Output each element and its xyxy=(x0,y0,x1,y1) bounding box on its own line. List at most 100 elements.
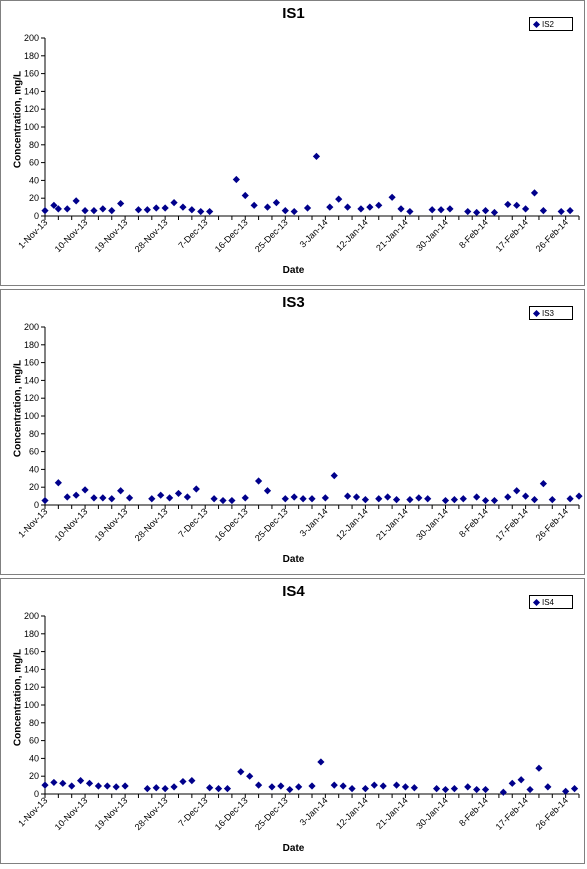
x-tick-label: 12-Jan-14 xyxy=(334,506,370,542)
y-tick-label: 100 xyxy=(24,411,39,421)
data-point xyxy=(179,203,187,211)
data-point xyxy=(330,472,338,480)
data-point xyxy=(255,477,263,485)
data-point xyxy=(441,496,450,505)
data-point xyxy=(433,785,441,793)
data-point xyxy=(308,782,316,790)
y-tick-label: 60 xyxy=(29,158,39,168)
y-tick-label: 180 xyxy=(24,629,39,639)
x-tick-label: 3-Jan-14 xyxy=(298,795,330,827)
data-point xyxy=(517,776,525,784)
y-tick-label: 40 xyxy=(29,464,39,474)
chart-panel-is1: IS1 IS2 Concentration, mg/L Date 0 20 40 60… xyxy=(0,0,585,286)
data-point xyxy=(575,492,583,500)
data-point xyxy=(210,495,218,503)
data-point xyxy=(214,785,223,793)
data-point xyxy=(148,495,156,503)
data-point xyxy=(183,493,191,501)
data-point xyxy=(250,201,258,209)
chart-title: IS1 xyxy=(282,5,305,22)
data-point xyxy=(72,197,80,205)
data-point xyxy=(490,208,499,217)
data-point xyxy=(281,495,289,503)
y-tick-label: 80 xyxy=(29,429,39,439)
y-tick-label: 80 xyxy=(29,140,39,150)
data-point xyxy=(317,758,325,766)
chart-legend: IS3 xyxy=(529,306,573,320)
data-point xyxy=(481,207,490,215)
y-tick-label: 20 xyxy=(29,482,39,492)
data-point xyxy=(295,783,303,791)
data-point xyxy=(232,175,240,184)
data-point xyxy=(170,783,178,791)
data-point xyxy=(161,785,169,793)
data-point xyxy=(397,205,405,213)
data-point xyxy=(108,495,116,503)
y-tick-label: 140 xyxy=(24,664,39,674)
data-point xyxy=(68,782,76,790)
data-point xyxy=(277,782,285,790)
data-point xyxy=(490,496,499,505)
x-tick-label: 1-Nov-13 xyxy=(16,506,49,539)
data-point xyxy=(312,152,321,160)
data-point xyxy=(241,494,249,502)
x-tick-label: 12-Jan-14 xyxy=(334,795,370,831)
x-tick-label: 1-Nov-13 xyxy=(16,795,49,828)
data-point xyxy=(134,206,143,214)
data-point xyxy=(255,781,263,789)
data-point xyxy=(557,207,565,216)
data-point xyxy=(392,781,401,789)
data-point xyxy=(72,491,80,499)
y-tick-label: 200 xyxy=(24,611,39,621)
data-point xyxy=(344,203,352,211)
data-point xyxy=(335,195,343,203)
data-point xyxy=(85,779,94,787)
data-point xyxy=(81,486,89,494)
data-point xyxy=(81,207,89,215)
chart-legend: IS2 xyxy=(529,17,573,31)
data-point xyxy=(522,492,530,500)
data-point xyxy=(77,777,85,785)
data-point xyxy=(59,779,67,787)
data-point xyxy=(117,487,125,495)
x-tick-label: 10-Nov-13 xyxy=(53,795,90,832)
data-point xyxy=(446,205,454,213)
x-tick-label: 7-Dec-13 xyxy=(176,795,209,828)
x-tick-label: 19-Nov-13 xyxy=(93,217,130,254)
data-point xyxy=(424,495,432,503)
chart-panel-is4: IS4 IS4 Concentration, mg/L Date 0 20 40 60… xyxy=(0,578,585,864)
x-tick-label: 26-Feb-14 xyxy=(534,795,570,831)
data-point xyxy=(366,203,374,211)
data-point xyxy=(361,496,369,504)
x-tick-label: 30-Jan-14 xyxy=(414,506,450,542)
data-point xyxy=(326,203,334,211)
data-point xyxy=(330,781,338,789)
x-tick-label: 12-Jan-14 xyxy=(334,217,370,253)
data-point xyxy=(219,496,227,505)
data-point xyxy=(170,199,178,207)
data-point xyxy=(286,785,294,794)
data-point xyxy=(272,199,280,207)
x-tick-label: 8-Feb-14 xyxy=(457,217,490,250)
data-point xyxy=(99,494,107,502)
y-tick-label: 200 xyxy=(24,33,39,43)
data-point xyxy=(63,493,71,501)
data-point xyxy=(112,783,120,791)
x-tick-label: 1-Nov-13 xyxy=(16,217,49,250)
x-tick-label: 25-Dec-13 xyxy=(253,217,290,254)
data-point xyxy=(125,494,134,502)
x-tick-label: 16-Dec-13 xyxy=(213,217,250,254)
y-tick-label: 40 xyxy=(29,753,39,763)
x-tick-label: 28-Nov-13 xyxy=(133,506,170,543)
data-point xyxy=(548,496,556,504)
x-tick-label: 19-Nov-13 xyxy=(93,795,130,832)
y-tick-label: 100 xyxy=(24,700,39,710)
data-point xyxy=(473,208,481,217)
x-tick-label: 30-Jan-14 xyxy=(414,217,450,253)
data-point xyxy=(428,206,436,214)
x-tick-label: 8-Feb-14 xyxy=(457,795,490,828)
data-point xyxy=(499,788,507,796)
data-point xyxy=(263,487,272,495)
data-point xyxy=(174,489,183,498)
x-tick-label: 7-Dec-13 xyxy=(176,506,209,539)
